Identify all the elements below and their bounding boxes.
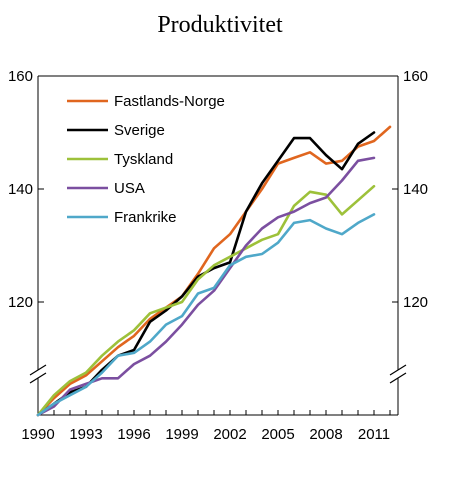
x-tick-label: 2008 xyxy=(309,426,342,443)
series-line-tyskland xyxy=(36,184,376,417)
y-left-tick-label: 140 xyxy=(8,181,33,198)
series-line-usa xyxy=(36,156,376,417)
series-line-frankrike xyxy=(36,213,376,417)
legend: Fastlands-Norge Sverige Tyskland USA Frankri… xyxy=(67,93,225,226)
right-break-mark-lower xyxy=(389,372,407,384)
y-axis-left-ticks: 120 140 160 xyxy=(8,68,44,311)
x-tick-label: 1993 xyxy=(69,426,102,443)
legend-label: Sverige xyxy=(114,122,165,139)
x-tick-label: 2005 xyxy=(261,426,294,443)
x-tick-label: 1999 xyxy=(165,426,198,443)
legend-label: Frankrike xyxy=(114,209,177,226)
plot-frame xyxy=(37,75,399,416)
x-tick-label: 1990 xyxy=(21,426,54,443)
x-tick-label: 1996 xyxy=(117,426,150,443)
y-axis-right-ticks: 120 140 160 xyxy=(392,68,428,311)
x-tick-label: 2002 xyxy=(213,426,246,443)
axis-break-markers xyxy=(29,364,407,384)
series-line-fastlands-norge xyxy=(36,125,392,417)
left-break-mark-upper xyxy=(29,364,47,376)
y-left-tick-label: 120 xyxy=(8,294,33,311)
left-break-mark-lower xyxy=(29,372,47,384)
y-left-tick-label: 160 xyxy=(8,68,33,85)
x-axis-ticks: 1990 1993 1996 1999 2002 2005 2008 2011 xyxy=(21,410,391,443)
x-tick-label: 2011 xyxy=(358,426,390,443)
chart-title: Produktivitet xyxy=(157,12,283,38)
right-break-mark-upper xyxy=(389,364,407,376)
y-right-tick-label: 120 xyxy=(403,294,428,311)
series-lines xyxy=(36,125,392,417)
legend-label: USA xyxy=(114,180,145,197)
y-right-tick-label: 140 xyxy=(403,181,428,198)
legend-label: Fastlands-Norge xyxy=(114,93,225,110)
legend-label: Tyskland xyxy=(114,151,173,168)
y-right-tick-label: 160 xyxy=(403,68,428,85)
